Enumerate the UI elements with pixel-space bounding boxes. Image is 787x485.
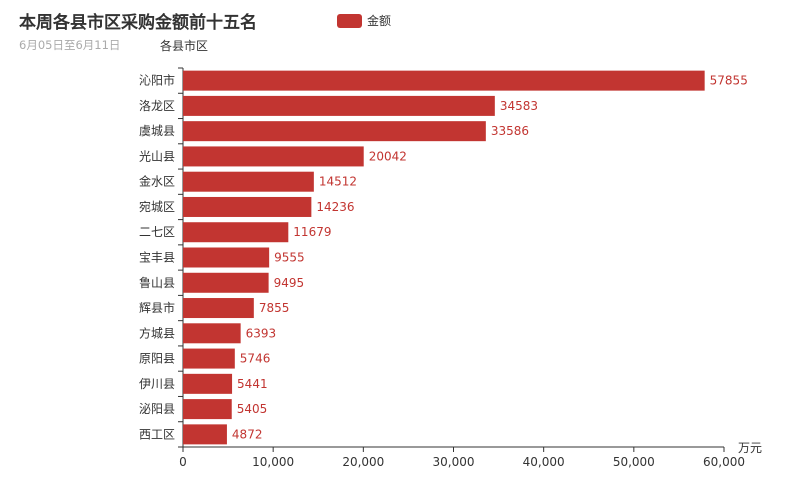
data-label: 14512	[319, 175, 357, 189]
bar	[183, 171, 314, 192]
chart-subtitle: 6月05日至6月11日	[19, 38, 121, 52]
x-tick-label: 20,000	[342, 455, 384, 469]
y-tick-label: 洛龙区	[139, 98, 175, 113]
bar	[183, 399, 232, 420]
y-tick-label: 西工区	[139, 427, 175, 441]
bar	[183, 424, 227, 445]
legend-swatch	[337, 13, 362, 28]
data-label: 33586	[491, 124, 529, 138]
data-label: 9555	[274, 251, 305, 265]
data-label: 11679	[293, 225, 331, 239]
data-label: 7855	[259, 301, 290, 315]
x-tick-label: 10,000	[252, 455, 294, 469]
y-tick-label: 沁阳市	[139, 73, 175, 88]
bar	[183, 121, 486, 142]
data-label: 14236	[316, 200, 354, 214]
y-tick-label: 二七区	[139, 225, 175, 239]
bar	[183, 222, 289, 243]
x-tick-label: 0	[179, 455, 187, 469]
bar	[183, 348, 235, 369]
y-axis-title: 各县市区	[160, 38, 208, 53]
y-tick-label: 原阳县	[139, 352, 175, 366]
bar	[183, 272, 269, 293]
data-label: 20042	[369, 149, 407, 163]
bar	[183, 298, 254, 319]
x-tick-label: 40,000	[523, 455, 565, 469]
y-tick-label: 宝丰县	[139, 251, 175, 265]
data-label: 6393	[246, 326, 277, 340]
bar	[183, 373, 233, 394]
x-tick-label: 30,000	[433, 455, 475, 469]
y-tick-label: 方城县	[139, 325, 175, 340]
y-tick-label: 光山县	[139, 149, 175, 163]
legend-label: 金额	[367, 14, 392, 28]
y-tick-label: 泌阳县	[139, 402, 175, 416]
y-tick-label: 金水区	[139, 174, 175, 189]
bar	[183, 70, 705, 91]
data-label: 5405	[237, 402, 268, 416]
data-label: 34583	[500, 99, 538, 113]
data-label: 9495	[274, 276, 305, 290]
bar	[183, 196, 312, 217]
bar	[183, 95, 495, 116]
chart-title: 本周各县市区采购金额前十五名	[19, 13, 257, 33]
y-tick-label: 辉县市	[139, 300, 175, 315]
data-label: 5441	[237, 377, 268, 391]
y-tick-label: 伊川县	[139, 377, 175, 391]
y-tick-label: 鲁山县	[139, 276, 175, 290]
bar	[183, 247, 270, 268]
data-label: 57855	[710, 74, 748, 88]
data-label: 4872	[232, 427, 263, 441]
y-tick-label: 宛城区	[139, 199, 175, 214]
legend-item[interactable]: 金额	[337, 12, 391, 29]
data-label: 5746	[240, 352, 271, 366]
y-tick-label: 虞城县	[139, 124, 175, 138]
x-tick-label: 60,000	[703, 455, 745, 469]
x-tick-label: 50,000	[613, 455, 655, 469]
bar	[183, 146, 364, 167]
x-axis-title: 万元	[738, 441, 762, 455]
bar	[183, 323, 241, 344]
